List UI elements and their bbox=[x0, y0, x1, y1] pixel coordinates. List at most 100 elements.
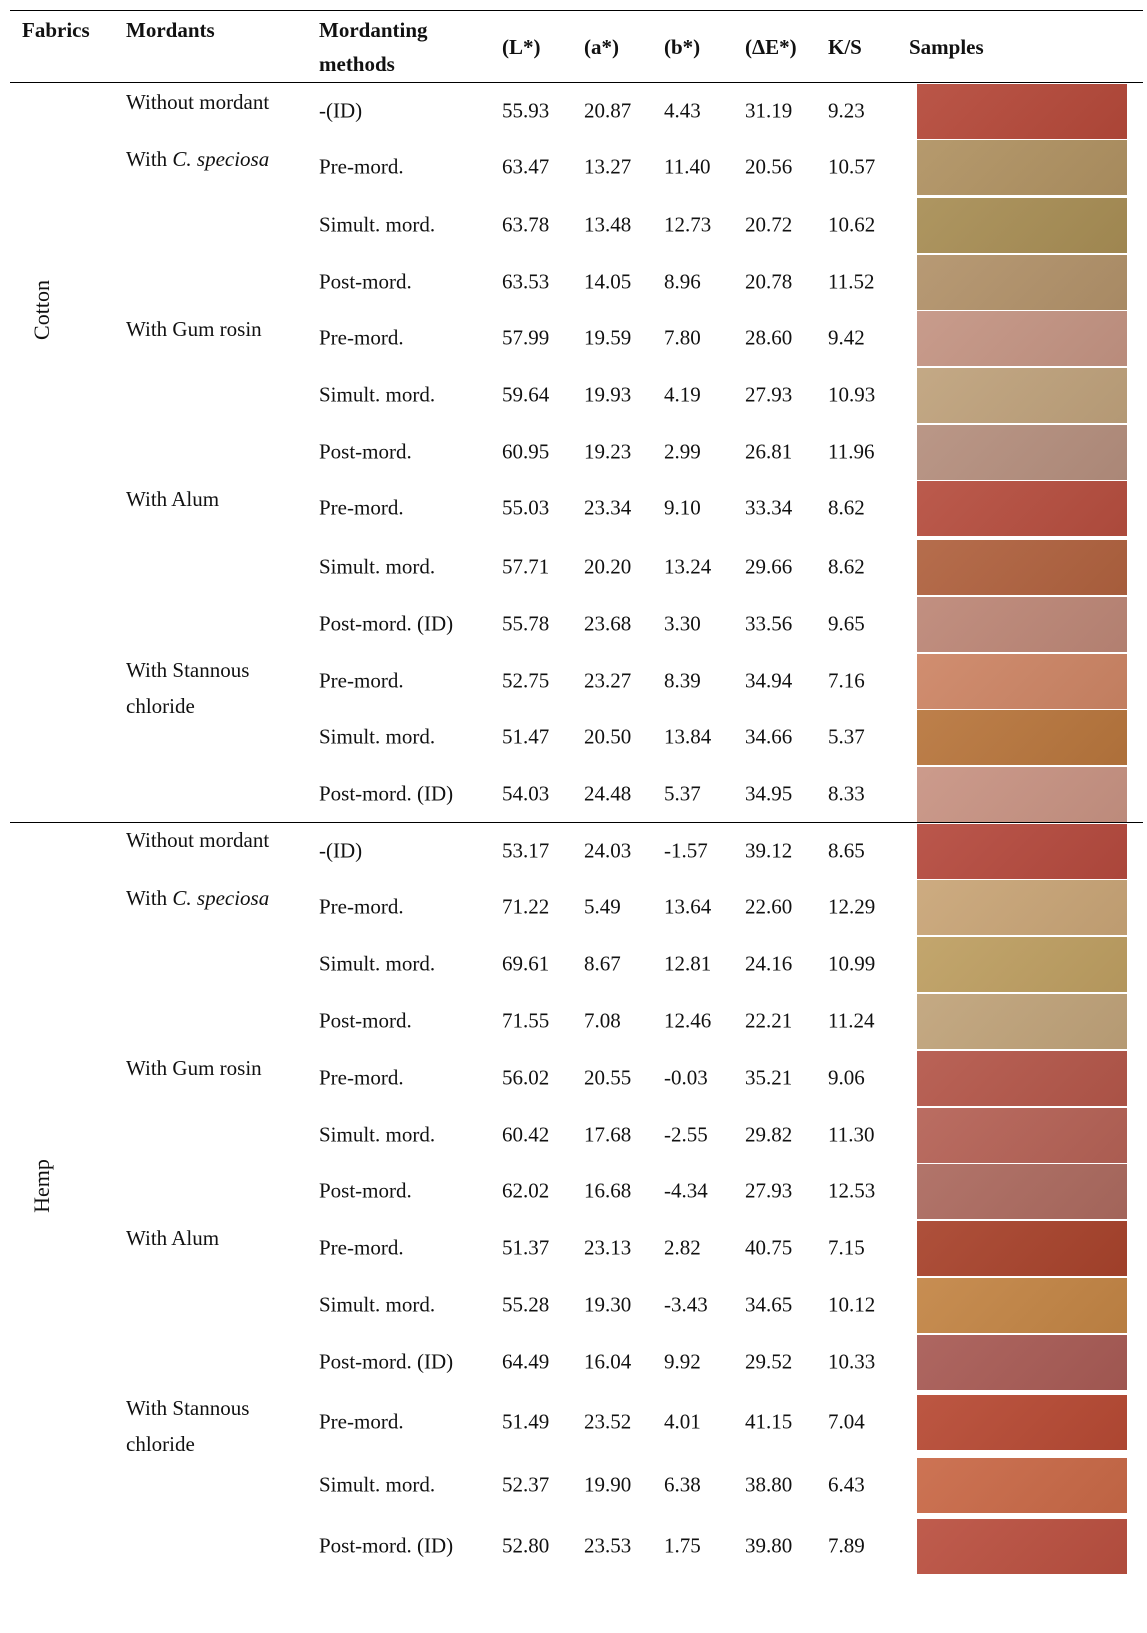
delta-e-cell: 22.60 bbox=[745, 894, 793, 919]
method-cell: Post-mord. bbox=[319, 1178, 412, 1203]
a-cell: 19.30 bbox=[584, 1292, 632, 1317]
l-cell: 62.02 bbox=[502, 1178, 550, 1203]
header-a: (a*) bbox=[584, 35, 619, 59]
mordant-species: C. speciosa bbox=[172, 147, 270, 171]
ks-cell: 7.04 bbox=[828, 1409, 865, 1434]
l-cell: 60.42 bbox=[502, 1122, 550, 1147]
fabric-sample-swatch bbox=[917, 824, 1127, 879]
delta-e-cell: 34.66 bbox=[745, 724, 793, 749]
ks-cell: 9.65 bbox=[828, 611, 865, 636]
a-cell: 19.93 bbox=[584, 382, 632, 407]
mordant-label: With Alum bbox=[126, 487, 220, 511]
delta-e-cell: 33.34 bbox=[745, 495, 793, 520]
b-cell: 13.64 bbox=[664, 894, 712, 919]
method-cell: Post-mord. (ID) bbox=[319, 781, 454, 806]
b-cell: 12.81 bbox=[664, 951, 712, 976]
mordant-label: With Gum rosin bbox=[126, 1056, 262, 1080]
l-cell: 52.37 bbox=[502, 1472, 550, 1497]
fabric-sample-swatch bbox=[917, 710, 1127, 765]
fabric-label: Hemp bbox=[29, 1159, 54, 1213]
delta-e-cell: 20.56 bbox=[745, 154, 793, 179]
a-cell: 13.48 bbox=[584, 212, 632, 237]
l-cell: 71.55 bbox=[502, 1008, 550, 1033]
fabric-sample-swatch bbox=[917, 994, 1127, 1049]
a-cell: 16.04 bbox=[584, 1349, 632, 1374]
method-cell: Pre-mord. bbox=[319, 1409, 404, 1434]
fabric-label: Cotton bbox=[29, 280, 54, 340]
l-cell: 60.95 bbox=[502, 439, 550, 464]
a-cell: 17.68 bbox=[584, 1122, 632, 1147]
header-methods-line2: methods bbox=[319, 51, 395, 76]
fabric-sample-swatch bbox=[917, 1051, 1127, 1106]
ks-cell: 8.33 bbox=[828, 781, 865, 806]
ks-cell: 8.62 bbox=[828, 554, 865, 579]
a-cell: 23.13 bbox=[584, 1235, 632, 1260]
delta-e-cell: 34.94 bbox=[745, 668, 793, 693]
header-b: (b*) bbox=[664, 35, 701, 59]
delta-e-cell: 29.66 bbox=[745, 554, 793, 579]
delta-e-cell: 34.65 bbox=[745, 1292, 793, 1317]
delta-e-cell: 20.72 bbox=[745, 212, 793, 237]
delta-e-cell: 26.81 bbox=[745, 439, 793, 464]
a-cell: 19.59 bbox=[584, 325, 632, 350]
l-cell: 55.78 bbox=[502, 611, 550, 636]
method-cell: Pre-mord. bbox=[319, 154, 404, 179]
delta-e-cell: 29.52 bbox=[745, 1349, 793, 1374]
ks-cell: 10.93 bbox=[828, 382, 876, 407]
ks-cell: 7.15 bbox=[828, 1235, 865, 1260]
l-cell: 56.02 bbox=[502, 1065, 550, 1090]
delta-e-cell: 40.75 bbox=[745, 1235, 793, 1260]
delta-e-cell: 27.93 bbox=[745, 1178, 793, 1203]
b-cell: 5.37 bbox=[664, 781, 701, 806]
method-cell: Post-mord. (ID) bbox=[319, 1533, 454, 1558]
header-mordanting-methods: Mordanting methods bbox=[319, 14, 428, 81]
mordant-label: With Stannous chloride bbox=[126, 658, 250, 718]
a-cell: 7.08 bbox=[584, 1008, 621, 1033]
delta-e-cell: 34.95 bbox=[745, 781, 793, 806]
ks-cell: 6.43 bbox=[828, 1472, 865, 1497]
method-cell: Post-mord. bbox=[319, 1008, 412, 1033]
fabric-sample-swatch bbox=[917, 140, 1127, 195]
b-cell: 11.40 bbox=[664, 154, 711, 179]
method-cell: Simult. mord. bbox=[319, 382, 436, 407]
mordant-label: With C. speciosa bbox=[126, 141, 269, 177]
fabric-sample-swatch bbox=[917, 1278, 1127, 1333]
mordant-prefix: With bbox=[126, 147, 173, 171]
header-samples: Samples bbox=[909, 35, 984, 59]
fabric-sample-swatch bbox=[917, 654, 1127, 709]
mordant-label: With Alum bbox=[126, 1226, 220, 1250]
mordant-species: C. speciosa bbox=[172, 886, 270, 910]
ks-cell: 9.06 bbox=[828, 1065, 865, 1090]
b-cell: 8.96 bbox=[664, 269, 701, 294]
ks-cell: 11.96 bbox=[828, 439, 875, 464]
fabric-sample-swatch bbox=[917, 1395, 1127, 1450]
b-cell: -0.03 bbox=[664, 1065, 708, 1090]
method-cell: Pre-mord. bbox=[319, 668, 404, 693]
method-cell: Simult. mord. bbox=[319, 1472, 436, 1497]
delta-e-cell: 27.93 bbox=[745, 382, 793, 407]
a-cell: 16.68 bbox=[584, 1178, 632, 1203]
a-cell: 19.90 bbox=[584, 1472, 632, 1497]
a-cell: 24.03 bbox=[584, 838, 632, 863]
method-cell: Pre-mord. bbox=[319, 495, 404, 520]
a-cell: 23.27 bbox=[584, 668, 632, 693]
ks-cell: 7.16 bbox=[828, 668, 865, 693]
ks-cell: 8.62 bbox=[828, 495, 865, 520]
l-cell: 51.37 bbox=[502, 1235, 550, 1260]
header-delta-e: (ΔE*) bbox=[745, 35, 797, 59]
a-cell: 23.52 bbox=[584, 1409, 632, 1434]
a-cell: 19.23 bbox=[584, 439, 632, 464]
fabric-sample-swatch bbox=[917, 198, 1127, 253]
header-rule bbox=[10, 82, 1143, 83]
ks-cell: 12.53 bbox=[828, 1178, 876, 1203]
l-cell: 63.78 bbox=[502, 212, 550, 237]
b-cell: 12.46 bbox=[664, 1008, 712, 1033]
a-cell: 20.20 bbox=[584, 554, 632, 579]
delta-e-cell: 39.12 bbox=[745, 838, 793, 863]
ks-cell: 5.37 bbox=[828, 724, 865, 749]
l-cell: 51.47 bbox=[502, 724, 550, 749]
delta-e-cell: 28.60 bbox=[745, 325, 793, 350]
fabric-sample-swatch bbox=[917, 937, 1127, 992]
delta-e-cell: 20.78 bbox=[745, 269, 793, 294]
method-cell: Simult. mord. bbox=[319, 724, 436, 749]
